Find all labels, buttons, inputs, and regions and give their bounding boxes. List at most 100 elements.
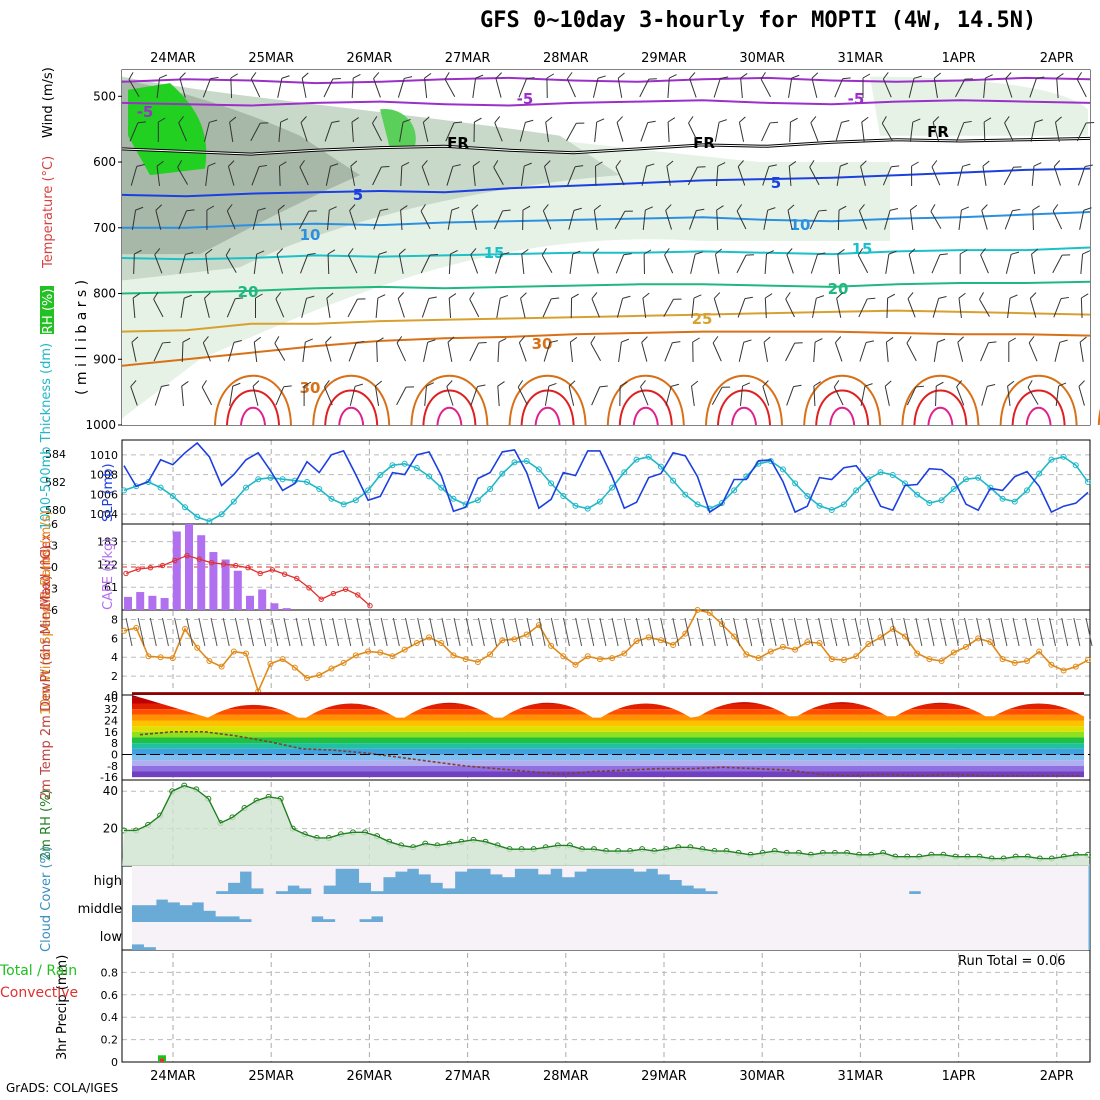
wind10-barb: [854, 617, 862, 647]
wind-barb-staff: [374, 254, 380, 274]
surface-contour-hottest: [927, 406, 954, 426]
cloud-clear-cell: [359, 894, 372, 920]
cloud-clear-cell: [311, 894, 324, 917]
cloud-clear-cell: [944, 894, 958, 922]
wind-barb-staff: [400, 165, 403, 187]
wind-barb-staff: [422, 122, 429, 142]
wind-barb-flag: [624, 210, 633, 212]
wind-barb-flag: [545, 116, 553, 123]
wind10-barb: [915, 617, 923, 647]
wind-barb-staff: [857, 254, 869, 274]
wind-barb-staff: [351, 121, 354, 143]
wind-barb: [420, 204, 431, 230]
wind-barb-staff: [420, 210, 431, 230]
wind-barb-flag: [427, 339, 436, 343]
pressure-tick: 900: [93, 352, 116, 366]
wind-speed-point: [572, 661, 579, 668]
cape-ylabel: CAPE (J/kg): [101, 538, 116, 610]
wind-barb-flag: [404, 76, 413, 79]
wind-barb-flag: [135, 206, 144, 211]
wind-barb: [639, 78, 657, 98]
wind-barb: [931, 160, 941, 186]
cloud-clear-cell: [717, 922, 730, 950]
wind-barb: [932, 116, 940, 142]
wind-barb-staff: [156, 78, 161, 98]
wind-barb-staff: [1079, 210, 1085, 230]
cloud-clear-cell: [179, 922, 193, 950]
wind-barb-staff: [496, 298, 501, 318]
cloud-clear-cell: [645, 922, 659, 950]
wind-barb: [469, 292, 480, 318]
wind-barb-flag: [500, 294, 508, 299]
wind-barb: [788, 161, 797, 187]
wind-barb: [545, 116, 553, 142]
date-label-bottom: 29MAR: [641, 1069, 687, 1084]
wind-barb: [615, 253, 632, 274]
wind-barb-flag: [621, 338, 630, 343]
wind-barb-flag: [617, 72, 625, 79]
wind-barb-flag: [648, 78, 657, 80]
thickness-point: [682, 491, 689, 498]
cloud-clear-cell: [299, 866, 312, 889]
wind-barb: [981, 383, 996, 406]
wind-barb: [691, 380, 699, 406]
temperature-contour: [121, 76, 1091, 85]
li-tick: 6: [51, 604, 58, 617]
wind-barb-flag: [718, 119, 727, 123]
cape-tick: 61: [104, 581, 118, 594]
date-label-bottom: 28MAR: [543, 1069, 589, 1084]
wind10-barb: [319, 617, 327, 647]
cloud-clear-cell: [514, 866, 527, 869]
wind-barb-flag: [469, 292, 475, 300]
wind-barb-staff: [519, 122, 526, 142]
cloud-clear-cell: [741, 866, 754, 894]
wind-barb-staff: [908, 254, 915, 274]
wind-barb-staff: [834, 342, 843, 362]
cloud-clear-cell: [908, 866, 922, 892]
wind-barb: [762, 164, 777, 186]
cloud-clear-cell: [777, 894, 790, 922]
cloud-level-label: middle: [78, 902, 122, 917]
wind-barb: [641, 163, 655, 186]
cloud-clear-cell: [789, 922, 802, 950]
wind-barb-flag: [426, 382, 435, 387]
cloud-clear-cell: [239, 866, 252, 872]
wind-barb: [1053, 296, 1070, 318]
wind-tick: 4: [111, 651, 118, 664]
wind-barb: [1052, 254, 1071, 274]
wind-barb: [301, 72, 309, 98]
wind-barb: [567, 165, 584, 186]
surface-contour: [410, 374, 489, 426]
wind-barb-flag: [786, 248, 793, 255]
wind-barb-flag: [1076, 72, 1082, 80]
wind-barb-flag: [811, 72, 819, 79]
wind-barb-flag: [963, 120, 972, 124]
wind10-barb: [417, 617, 425, 647]
wind-barb-flag: [548, 382, 557, 387]
cloud-clear-cell: [777, 922, 790, 950]
wind-barb: [444, 72, 456, 97]
wind-barb-staff: [983, 121, 986, 143]
wind-barb-staff: [641, 342, 648, 362]
wind-speed-point: [914, 650, 921, 657]
wind-barb-staff: [616, 122, 624, 142]
cloud-clear-cell: [741, 894, 754, 922]
wind-barb-staff: [712, 342, 722, 362]
cloud-clear-cell: [239, 922, 252, 950]
wind-barb-staff: [203, 298, 210, 318]
cloud-clear-cell: [825, 894, 838, 922]
wind-barb-flag: [623, 253, 632, 256]
wind-barb-staff: [324, 122, 333, 142]
rh2m-ylabel: 2m RH (%): [39, 789, 54, 860]
wind-barb-flag: [841, 119, 850, 123]
wind-barb: [716, 162, 726, 187]
wind-barb-flag: [645, 206, 653, 211]
wind-barb-flag: [348, 248, 354, 256]
wind-barb: [226, 297, 244, 318]
surface-contour-hot: [1011, 389, 1066, 426]
wind-barb: [421, 160, 430, 186]
wind-barb-flag: [861, 116, 869, 123]
wind-barb: [157, 117, 166, 142]
wind-barb: [130, 163, 145, 186]
wind-barb-flag: [595, 161, 603, 167]
